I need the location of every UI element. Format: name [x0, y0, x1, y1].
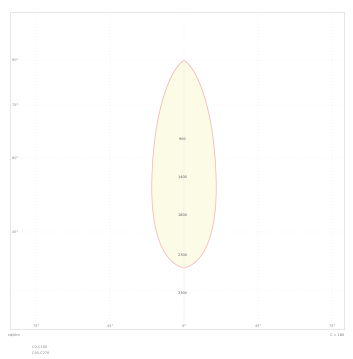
x-tick-label: 45° [255, 324, 261, 328]
legend-line-1: C0-C180 [32, 345, 48, 349]
x-tick-label: 75° [329, 324, 335, 328]
x-tick-label: 0° [182, 324, 186, 328]
y-tick-label: 90° [12, 58, 18, 62]
polar-plot-frame [10, 12, 345, 330]
unit-label: cd/klm [8, 333, 20, 337]
iso-label: 900 [179, 137, 186, 141]
iso-label: 2300 [178, 253, 187, 257]
y-tick-label: 60° [12, 156, 18, 160]
y-tick-label: 75° [12, 103, 18, 107]
iso-label: 3300 [178, 291, 187, 295]
c-plane-label: C = 180 [330, 333, 345, 337]
x-tick-label: 75° [33, 324, 39, 328]
iso-label: 1800 [178, 213, 187, 217]
y-tick-label: 45° [12, 230, 18, 234]
iso-label: 1400 [178, 175, 187, 179]
x-tick-label: 45° [107, 324, 113, 328]
legend-line-2: C90-C270 [32, 351, 50, 355]
